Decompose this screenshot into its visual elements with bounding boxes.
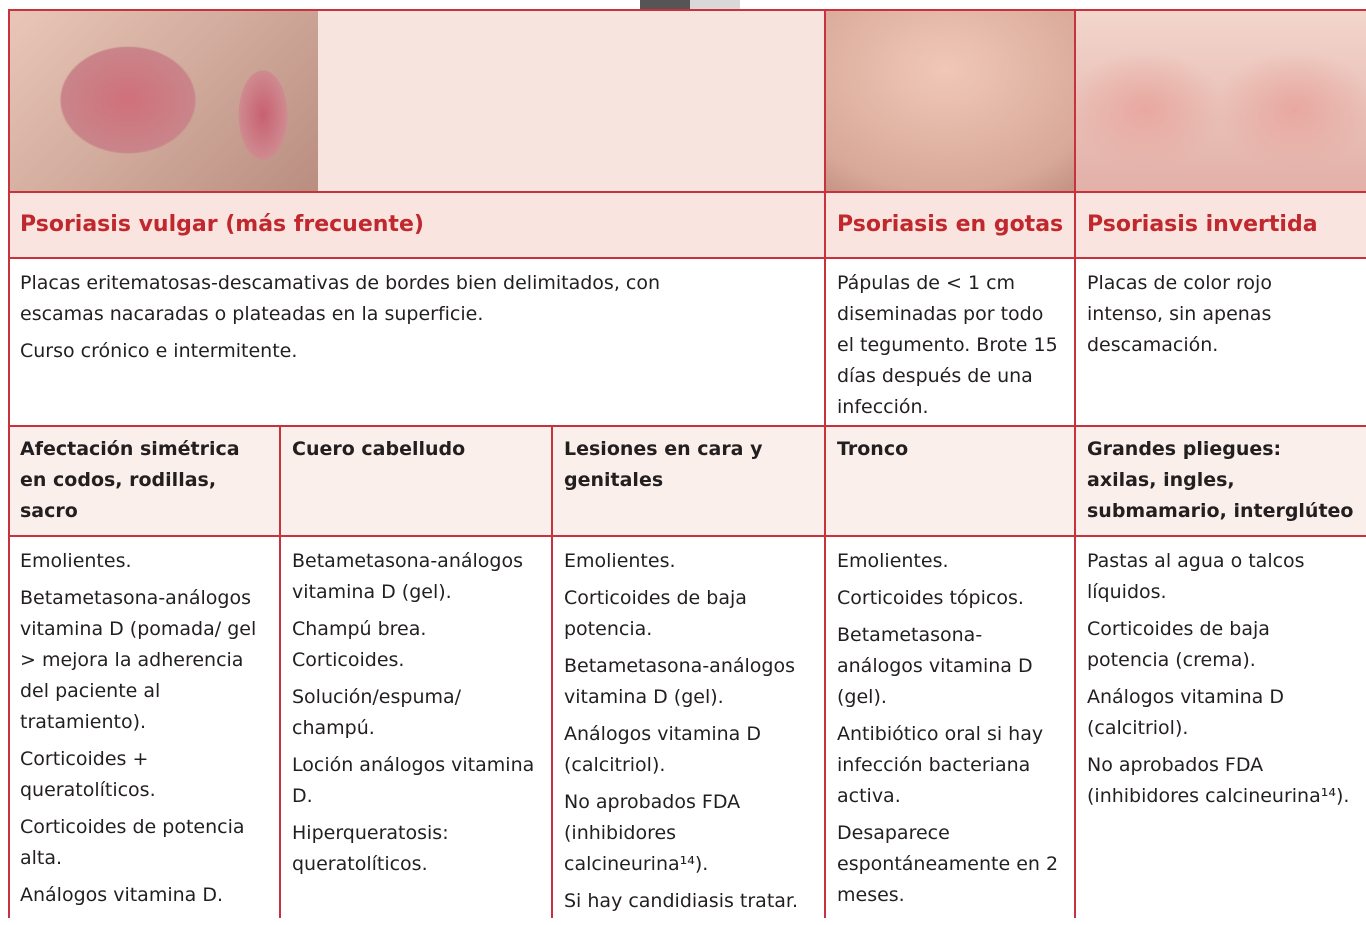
- treatment-text: Betametasona-análogos vitamina D (gel).: [564, 655, 795, 708]
- treatment-text: Betametasona-análogos vitamina D (gel).: [837, 624, 1033, 708]
- treatment-text: Loción análogos vitamina D.: [292, 754, 535, 807]
- treatment-text: No aprobados FDA (inhibidores calcineuri…: [1087, 754, 1350, 807]
- treatment-text: Análogos vitamina D.: [20, 884, 224, 906]
- section-description: Placas eritematosas-descamativas de bord…: [8, 258, 825, 426]
- photo-elbow: [8, 10, 318, 192]
- column-heading: Tronco: [837, 438, 909, 460]
- treatment-text: Emolientes.: [837, 550, 949, 572]
- description-text: Pápulas de < 1 cm diseminadas por todo e…: [837, 272, 1058, 418]
- treatment-text: Emolientes.: [564, 550, 676, 572]
- treatment-text: Si hay candidiasis tratar.: [564, 890, 799, 912]
- description-text: Curso crónico e intermitente.: [20, 340, 298, 362]
- top-strip: [640, 0, 740, 10]
- title-row-bg: [8, 192, 1366, 258]
- section-description: Placas de color rojo intenso, sin apenas…: [1075, 258, 1366, 426]
- description-text: Placas de color rojo intenso, sin apenas…: [1087, 272, 1272, 356]
- treatment-text: Análogos vitamina D (calcitriol).: [1087, 686, 1284, 739]
- section-description: Pápulas de < 1 cm diseminadas por todo e…: [825, 258, 1075, 426]
- treatment-text: Champú brea. Corticoides.: [292, 618, 427, 671]
- column-heading: Lesiones en cara y genitales: [564, 438, 763, 491]
- treatment-text: Betametasona-análogos vitamina D (pomada…: [20, 587, 257, 733]
- rule: [824, 10, 826, 918]
- rule: [8, 535, 1366, 537]
- rule: [1074, 10, 1076, 918]
- treatment-text: No aprobados FDA (inhibidores calcineuri…: [564, 791, 741, 875]
- rule: [8, 257, 1366, 259]
- treatment-text: Pastas al agua o talcos líquidos.: [1087, 550, 1305, 603]
- heading-row-bg: [8, 426, 1366, 536]
- column-heading: Grandes pliegues: axilas, ingles, submam…: [1087, 438, 1354, 522]
- rule: [279, 426, 281, 918]
- section-title: Psoriasis invertida: [1087, 212, 1318, 237]
- treatment-cell: Emolientes. Corticoides de baja potencia.…: [552, 536, 825, 918]
- treatment-text: Corticoides tópicos.: [837, 587, 1024, 609]
- photo-blank: [318, 10, 825, 192]
- rule: [8, 425, 1366, 427]
- treatment-cell: Betametasona-análogos vitamina D (gel). C…: [280, 536, 552, 918]
- treatment-text: Hiperqueratosis: queratolíticos.: [292, 822, 449, 875]
- photo-chest: [1075, 10, 1366, 192]
- section-title: Psoriasis en gotas: [837, 212, 1064, 237]
- section-title: Psoriasis vulgar (más frecuente): [20, 212, 424, 237]
- photo-abdomen: [825, 10, 1075, 192]
- description-text: Placas eritematosas-descamativas de bord…: [20, 272, 661, 325]
- treatment-cell: Pastas al agua o talcos líquidos. Cortico…: [1075, 536, 1366, 918]
- treatment-text: Desaparece espontáneamente en 2 meses.: [837, 822, 1059, 906]
- treatment-cell: Emolientes. Betametasona-análogos vitamin…: [8, 536, 280, 918]
- treatment-text: Corticoides de baja potencia (crema).: [1087, 618, 1270, 671]
- column-heading: Cuero cabelludo: [292, 438, 466, 460]
- column-heading: Afectación simétrica en codos, rodillas,…: [20, 438, 240, 522]
- treatment-cell: Emolientes. Corticoides tópicos. Betametas…: [825, 536, 1075, 918]
- treatment-text: Corticoides de potencia alta.: [20, 816, 245, 869]
- treatment-text: Betametasona-análogos vitamina D (gel).: [292, 550, 523, 603]
- top-strip-dark: [640, 0, 690, 10]
- treatment-text: Emolientes.: [20, 550, 132, 572]
- treatment-text: Corticoides + queratolíticos.: [20, 748, 156, 801]
- treatment-text: Análogos vitamina D (calcitriol).: [564, 723, 761, 776]
- rule: [551, 426, 553, 918]
- rule: [8, 9, 1366, 11]
- rule: [8, 10, 10, 918]
- treatment-text: Corticoides de baja potencia.: [564, 587, 747, 640]
- rule: [8, 191, 1366, 193]
- treatment-text: Solución/espuma/ champú.: [292, 686, 462, 739]
- treatment-text: Antibiótico oral si hay infección bacter…: [837, 723, 1044, 807]
